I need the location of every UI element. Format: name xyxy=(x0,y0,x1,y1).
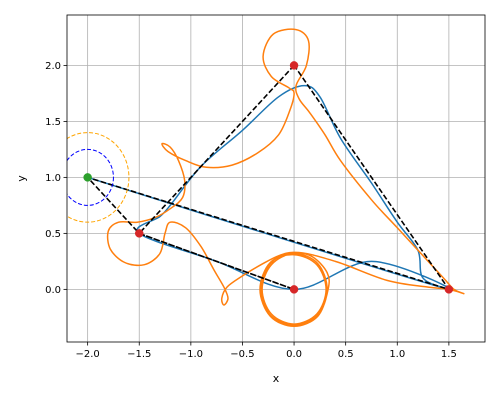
x-tick-label: −0.5 xyxy=(230,349,254,360)
x-tick-label: 0.5 xyxy=(338,349,354,360)
grid xyxy=(67,15,485,342)
green-point xyxy=(83,173,92,182)
y-tick-label: 1.0 xyxy=(45,173,61,184)
red-point xyxy=(289,285,299,294)
x-tick-label: 1.0 xyxy=(389,349,405,360)
x-tick-label: 1.5 xyxy=(441,349,457,360)
red-point xyxy=(444,285,454,294)
red-point xyxy=(289,61,299,70)
x-tick-label: 0.0 xyxy=(286,349,302,360)
x-axis-label: x xyxy=(273,372,280,385)
plot-frame xyxy=(66,14,486,343)
y-tick-label: 0.0 xyxy=(45,285,61,296)
plot-area xyxy=(67,28,465,328)
orange-trajectory-line xyxy=(106,28,465,328)
red-point xyxy=(134,229,144,238)
blue-dashed-circle xyxy=(67,148,114,206)
x-tick-label: −1.5 xyxy=(127,349,151,360)
x-tick-label: −1.0 xyxy=(179,349,203,360)
x-tick-label: −2.0 xyxy=(75,349,99,360)
y-tick-label: 2.0 xyxy=(45,61,61,72)
y-tick-label: 0.5 xyxy=(45,229,61,240)
axes: −2.0 −1.5 −1.0 −0.5 0.0 0.5 1.0 1.5 0.0 0.5 1.0 1.5… xyxy=(45,61,457,360)
orange-dashed-circle xyxy=(67,132,130,223)
y-axis-label: y xyxy=(15,175,28,182)
y-tick-label: 1.5 xyxy=(45,117,61,128)
